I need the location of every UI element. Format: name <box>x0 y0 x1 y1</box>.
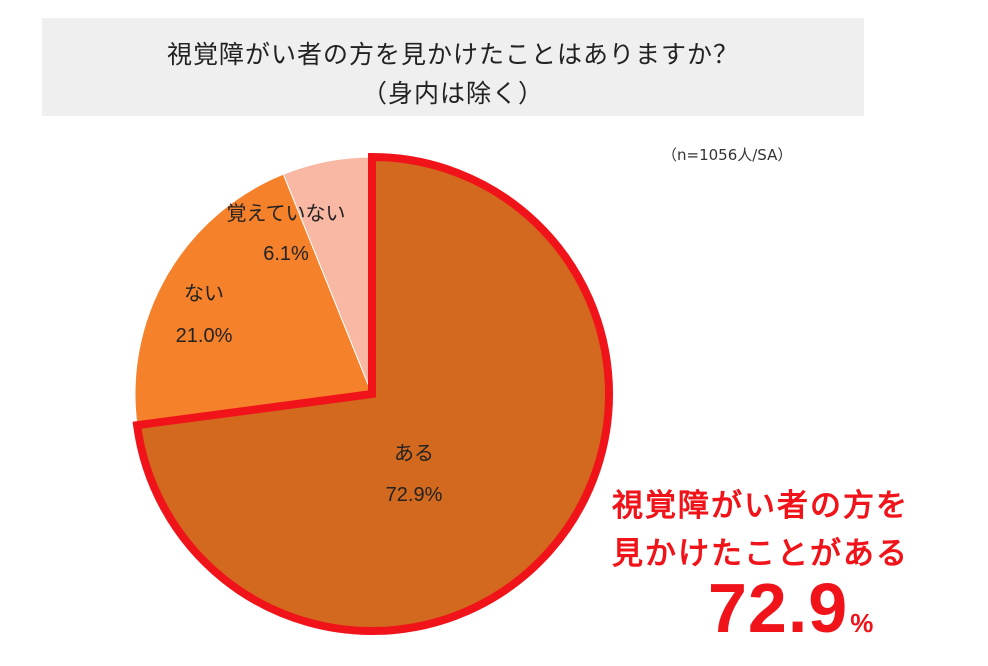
pie-slice-2 <box>134 173 373 426</box>
callout-unit: % <box>850 608 874 638</box>
slice-value-3: 6.1% <box>263 243 309 265</box>
sample-size-note: （n=1056人/SA） <box>662 146 793 164</box>
chart-subtitle: （身内は除く） <box>361 79 544 108</box>
slice-value-2: 21.0% <box>176 325 233 347</box>
callout-line-2: 見かけたことがある <box>612 536 909 572</box>
callout-value: 72.9% <box>708 568 873 648</box>
highlight-outline <box>132 152 613 635</box>
title-box: 視覚障がい者の方を見かけたことはありますか？ （身内は除く） <box>42 18 864 116</box>
slice-label-3: 覚えていない <box>227 201 346 225</box>
callout-line-1: 視覚障がい者の方を <box>612 488 909 524</box>
slice-value-1: 72.9% <box>386 484 443 506</box>
callout-number: 72.9 <box>708 569 849 647</box>
slice-label-2: ない <box>184 281 224 305</box>
slice-label-1: ある <box>394 441 434 465</box>
chart-title: 視覚障がい者の方を見かけたことはありますか？ <box>166 40 739 69</box>
